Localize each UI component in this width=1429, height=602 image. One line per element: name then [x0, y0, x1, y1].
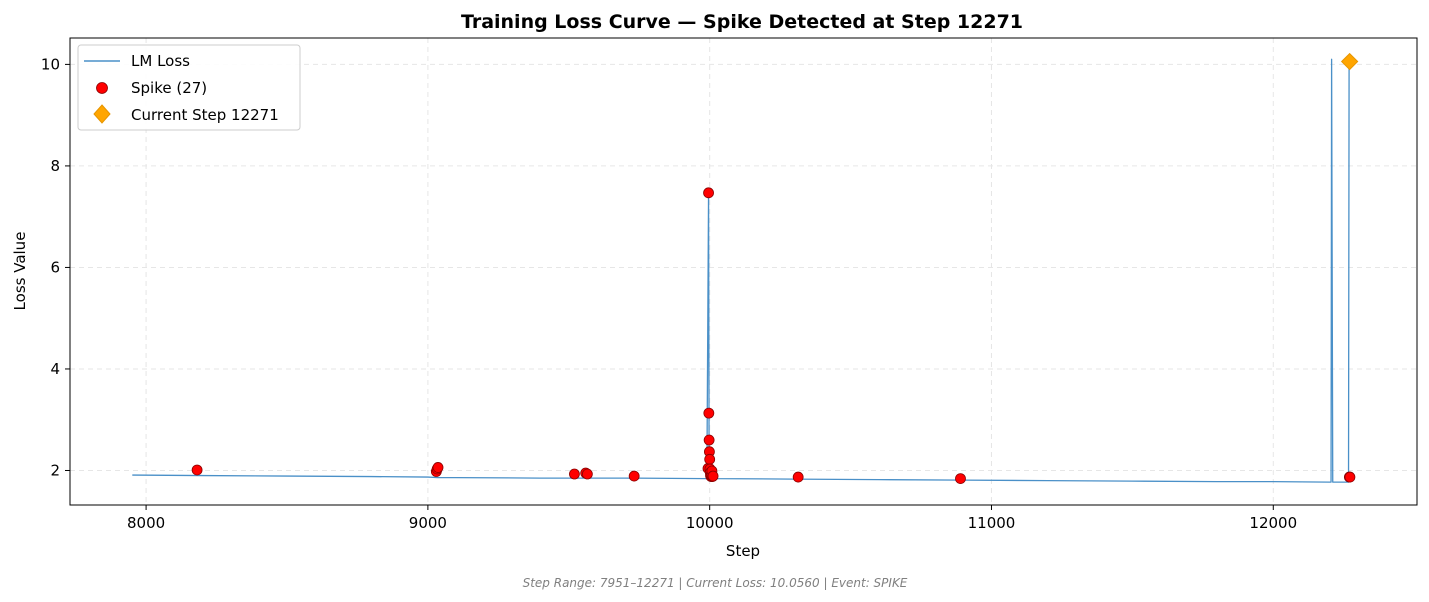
spike-point — [703, 407, 715, 419]
plot-frame — [69, 37, 1418, 506]
spike-point — [628, 470, 640, 482]
spike-point — [1344, 471, 1356, 483]
x-axis-label: Step — [726, 542, 760, 560]
y-tick-label: 8 — [50, 157, 60, 175]
legend: LM Loss Spike (27) Current Step 12271 — [77, 44, 301, 131]
x-tick-label: 11000 — [968, 514, 1016, 532]
x-tick-label: 12000 — [1249, 514, 1297, 532]
footer-info: Step Range: 7951–12271 | Current Loss: 1… — [523, 576, 908, 590]
series-layer — [132, 52, 1359, 485]
spike-point — [955, 473, 966, 485]
legend-label-spike: Spike (27) — [131, 79, 207, 97]
y-tick-label: 10 — [41, 55, 60, 73]
y-tick-label: 2 — [50, 461, 60, 479]
spike-point — [707, 470, 719, 482]
y-axis-label: Loss Value — [11, 232, 29, 311]
x-tick-label: 9000 — [409, 514, 447, 532]
spike-point — [792, 471, 804, 483]
current-step-marker — [1340, 52, 1359, 71]
legend-box — [77, 44, 301, 131]
loss-line — [132, 58, 1351, 483]
y-tick-label: 6 — [50, 258, 60, 276]
legend-current-swatch — [93, 104, 111, 124]
spike-point — [569, 468, 580, 480]
axis-ticks: 8000 9000 10000 11000 12000 2 4 6 8 10 — [41, 55, 1297, 532]
legend-spike-swatch — [96, 82, 108, 94]
spike-point — [191, 464, 203, 476]
y-tick-label: 4 — [50, 360, 60, 378]
spike-point — [703, 187, 714, 199]
spike-point — [704, 453, 716, 465]
legend-label-current: Current Step 12271 — [131, 106, 279, 124]
x-tick-label: 8000 — [127, 514, 165, 532]
spike-point — [581, 468, 593, 480]
legend-label-lm-loss: LM Loss — [131, 52, 190, 70]
spike-point — [703, 434, 715, 446]
chart-title: Training Loss Curve — Spike Detected at … — [461, 11, 1023, 33]
grid-lines — [70, 38, 1417, 505]
x-tick-label: 10000 — [686, 514, 734, 532]
spike-point — [432, 462, 444, 473]
